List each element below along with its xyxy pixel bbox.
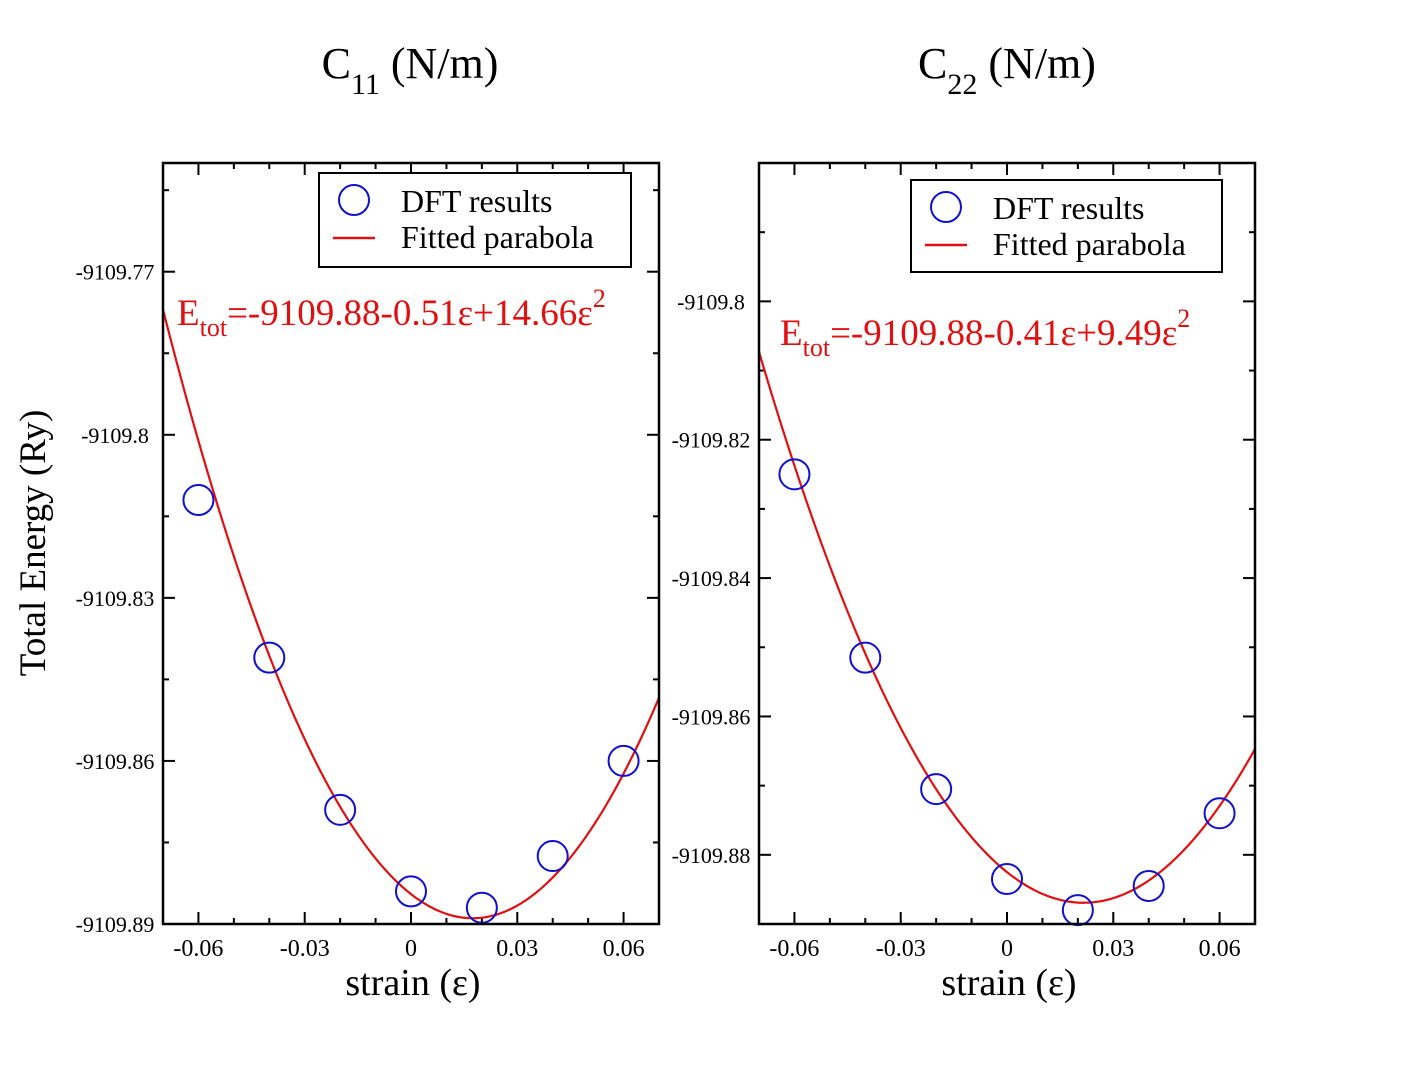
dft-result-point (849, 641, 882, 674)
y-axis-label: Total Energy (Ry) (13, 410, 54, 677)
equation-subscript: tot (200, 313, 228, 342)
x-axis-label: strain (ε) (345, 962, 480, 1004)
title-main: C (322, 39, 351, 88)
dft-result-point (920, 773, 953, 806)
dft-result-point (1132, 869, 1165, 902)
equation-prefix: E (177, 293, 200, 334)
dft-result-point (536, 840, 569, 873)
fit-equation: Etot=-9109.88-0.51ε+14.66ε2 (177, 284, 606, 342)
legend-marker-dft (930, 191, 962, 223)
dft-result-point (1203, 797, 1236, 830)
legend-label-fit: Fitted parabola (993, 226, 1186, 262)
legend-marker-dft (338, 184, 370, 216)
y-tick-label: -9109.88 (672, 843, 751, 868)
x-tick-label: 0.06 (1199, 936, 1241, 962)
y-tick-label: -9109.8 (677, 289, 745, 314)
y-tick-label: -9109.77 (76, 260, 155, 285)
equation-body: =-9109.88-0.41ε+9.49ε (830, 313, 1177, 354)
x-tick-label: 0.06 (603, 936, 645, 962)
x-tick-label: 0.03 (496, 936, 538, 962)
chart-c11: C11 (N/m) -0.06 -0.03 0 0.03 0.06 -9109.77 -910… (76, 39, 661, 1004)
legend-box (910, 179, 1223, 273)
fitted-parabola-line (163, 309, 659, 920)
x-tick-label: 0.03 (1092, 936, 1134, 962)
plot-frame (161, 161, 661, 926)
y-tick-label: -9109.84 (672, 566, 751, 591)
fit-equation: Etot=-9109.88-0.41ε+9.49ε2 (780, 304, 1190, 362)
dft-result-point (182, 484, 215, 517)
equation-body: =-9109.88-0.51ε+14.66ε (227, 293, 593, 334)
dft-result-point (607, 744, 640, 777)
fitted-parabola-line (759, 351, 1255, 904)
title-main: C (918, 39, 947, 88)
y-tick-label: -9109.86 (76, 749, 155, 774)
title-units: (N/m) (380, 39, 499, 88)
dft-result-point (324, 793, 357, 826)
legend-label-dft: DFT results (993, 190, 1144, 226)
chart-title: C22 (N/m) (918, 39, 1096, 101)
chart-c22: C22 (N/m) -0.06 -0.03 0 0.03 0.06 -9109.8 -9109… (672, 39, 1257, 1004)
y-tick-label: -9109.8 (81, 423, 149, 448)
dft-result-point (465, 891, 498, 924)
title-units: (N/m) (977, 39, 1096, 88)
dft-result-point (778, 458, 811, 491)
x-tick-label: 0 (405, 936, 417, 962)
dft-result-point (991, 863, 1023, 896)
legend-label-dft: DFT results (401, 183, 552, 219)
chart-title: C11 (N/m) (322, 39, 499, 101)
x-tick-label: 0 (1001, 936, 1013, 962)
legend-box (318, 172, 632, 268)
y-tick-label: -9109.86 (672, 704, 751, 729)
equation-superscript: 2 (1177, 304, 1190, 333)
x-tick-label: -0.06 (769, 936, 819, 962)
title-subscript: 22 (947, 68, 977, 101)
x-tick-label: -0.03 (280, 936, 330, 962)
y-tick-label: -9109.89 (76, 912, 155, 937)
equation-superscript: 2 (593, 284, 606, 313)
legend-label-fit: Fitted parabola (401, 219, 594, 255)
x-axis-label: strain (ε) (941, 962, 1076, 1004)
y-tick-label: -9109.83 (76, 586, 155, 611)
x-tick-label: -0.06 (173, 936, 223, 962)
y-tick-label: -9109.82 (672, 428, 751, 453)
x-tick-label: -0.03 (876, 936, 926, 962)
equation-subscript: tot (803, 333, 831, 362)
plot-frame (757, 161, 1257, 926)
dft-result-point (253, 641, 286, 674)
title-subscript: 11 (351, 68, 380, 101)
dft-result-point (395, 875, 427, 908)
equation-prefix: E (780, 313, 803, 354)
